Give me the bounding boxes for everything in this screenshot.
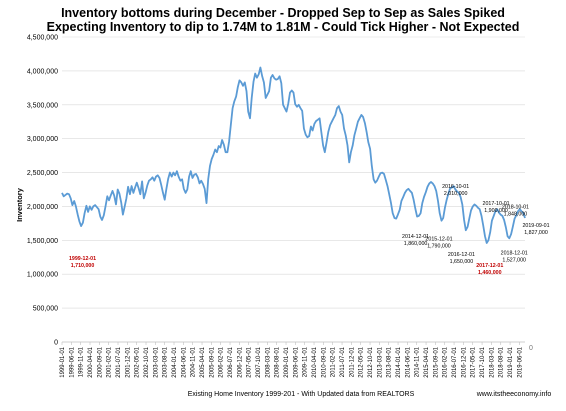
annotation-value: 1,900,000 [484, 208, 508, 214]
right-axis-zero-label: 0 [529, 345, 533, 352]
x-tick-label: 1999-06-01 [69, 346, 75, 377]
annotation-date: 2015-12-01 [425, 237, 452, 243]
x-tick-label: 2004-01-01 [172, 346, 178, 377]
x-tick-label: 2015-09-01 [433, 346, 439, 377]
x-tick-label: 2006-02-01 [219, 346, 225, 377]
x-tick-label: 2012-05-01 [359, 346, 365, 377]
x-tick-label: 2009-06-01 [293, 346, 299, 377]
x-tick-label: 2009-11-01 [303, 346, 309, 377]
x-tick-label: 2013-08-01 [387, 346, 393, 377]
x-tick-label: 2000-04-01 [88, 346, 94, 377]
x-tick-label: 2010-04-01 [312, 346, 318, 377]
x-tick-label: 2017-10-01 [480, 346, 486, 377]
annotation-date: 2019-09-01 [522, 223, 549, 229]
annotation-value: 1,650,000 [450, 259, 474, 265]
y-tick-labels: 0 500,000 1,000,000 1,500,000 2,000,000 2,500… [27, 35, 58, 347]
y-tick-label: 4,000,000 [27, 68, 58, 75]
x-tick-label: 2011-07-01 [340, 346, 346, 377]
x-tick-label: 2001-12-01 [125, 346, 131, 377]
x-tick-label: 2005-04-01 [200, 346, 206, 377]
x-tick-label: 2019-06-01 [517, 346, 523, 377]
x-tick-label: 2002-05-01 [135, 346, 141, 377]
y-tick-label: 3,500,000 [27, 102, 58, 109]
x-tick-label: 2011-02-01 [331, 346, 337, 377]
y-tick-label: 3,000,000 [27, 136, 58, 143]
x-tick-label: 2004-11-01 [191, 346, 197, 377]
annotation-value: 1,527,000 [502, 258, 526, 264]
y-tick-label: 2,500,000 [27, 170, 58, 177]
annotation-date: 2016-10-01 [442, 184, 469, 190]
x-tick-label: 2013-03-01 [377, 346, 383, 377]
annotation-date: 2018-10-01 [502, 205, 529, 211]
annotation-value: 1,710,000 [71, 263, 95, 269]
annotation-value: 2,010,000 [444, 191, 468, 197]
grid-lines [62, 36, 525, 309]
x-tick-label: 2015-04-01 [424, 346, 430, 377]
x-tick-label: 2014-06-01 [405, 346, 411, 377]
x-tick-label: 2008-08-01 [275, 346, 281, 377]
x-tick-label: 2003-08-01 [163, 346, 169, 377]
annotation-date: 2018-12-01 [501, 251, 528, 257]
annotation-value: 1,827,000 [524, 230, 548, 236]
chart-subtitle: Expecting Inventory to dip to 1.74M to 1… [46, 20, 520, 34]
x-tick-label: 2018-03-01 [489, 346, 495, 377]
x-tick-label: 2005-09-01 [209, 346, 215, 377]
x-tick-label: 2019-01-01 [508, 346, 514, 377]
y-tick-label: 2,000,000 [27, 204, 58, 211]
x-tick-label: 2016-02-01 [443, 346, 449, 377]
y-tick-label: 0 [54, 340, 58, 347]
x-tick-label: 2002-10-01 [144, 346, 150, 377]
annotation-date: 2016-12-01 [448, 252, 475, 258]
x-tick-label: 2003-03-01 [153, 346, 159, 377]
y-tick-label: 500,000 [33, 306, 58, 313]
annotation-value: 1,460,000 [478, 270, 502, 276]
x-tick-label: 2006-07-01 [228, 346, 234, 377]
x-tick-label: 2012-10-01 [368, 346, 374, 377]
x-tick-label: 2010-09-01 [321, 346, 327, 377]
x-tick-label: 2014-11-01 [415, 346, 421, 377]
x-tick-label: 1999-11-01 [79, 346, 85, 377]
source-label: www.itstheeconomy.info [476, 391, 552, 398]
x-tick-label: 2017-05-01 [471, 346, 477, 377]
x-tick-label: 2009-01-01 [284, 346, 290, 377]
y-axis-label: Inventory [15, 187, 24, 222]
inventory-series-line [61, 66, 526, 244]
annotation-value: 1,790,000 [427, 244, 451, 250]
annotation-value: 1,860,000 [404, 241, 428, 247]
x-tick-label: 2011-12-01 [349, 346, 355, 377]
x-tick-label: 2001-07-01 [116, 346, 122, 377]
annotation-date: 2017-10-01 [483, 201, 510, 207]
y-tick-label: 1,000,000 [27, 272, 58, 279]
x-tick-label: 2001-02-01 [107, 346, 113, 377]
y-tick-label: 4,500,000 [27, 35, 58, 42]
chart-title: Inventory bottoms during December - Drop… [61, 6, 505, 20]
x-tick-label: 2000-09-01 [97, 346, 103, 377]
x-tick-label: 2004-06-01 [181, 346, 187, 377]
y-tick-label: 1,500,000 [27, 238, 58, 245]
x-tick-label: 2016-07-01 [452, 346, 458, 377]
x-tick-label: 2006-12-01 [237, 346, 243, 377]
annotation-value: 1,848,000 [504, 212, 528, 218]
annotations: 1999-12-011,710,0002014-12-011,860,00020… [69, 184, 550, 276]
annotation-date: 2017-12-01 [476, 263, 503, 269]
x-tick-label: 1999-01-01 [60, 346, 66, 377]
x-tick-label: 2014-01-01 [396, 346, 402, 377]
x-tick-label: 2007-05-01 [247, 346, 253, 377]
series-lines [61, 66, 526, 244]
x-tick-labels: 1999-01-01 1999-06-01 1999-11-01 2000-04-01… [60, 342, 523, 378]
x-tick-label: 2008-03-01 [265, 346, 271, 377]
annotation-date: 1999-12-01 [69, 256, 96, 262]
x-tick-label: 2018-08-01 [499, 346, 505, 377]
x-axis-label: Existing Home Inventory 1999-201 - With … [188, 391, 415, 398]
x-tick-label: 2007-10-01 [256, 346, 262, 377]
annotation-date: 2014-12-01 [402, 234, 429, 240]
x-tick-label: 2016-12-01 [461, 346, 467, 377]
